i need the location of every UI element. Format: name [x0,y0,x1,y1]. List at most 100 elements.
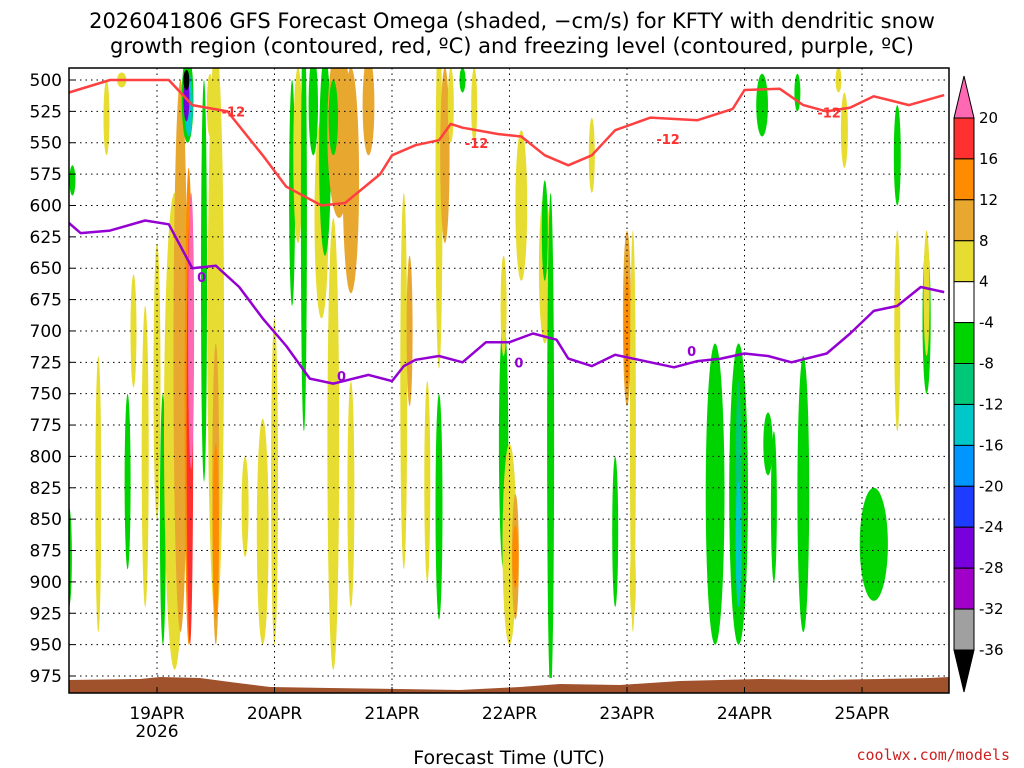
colorbar-segment [953,322,975,365]
x-tick-label: 23APR [599,704,655,724]
omega-shading-region [435,393,443,620]
omega-shading-region [124,393,131,570]
omega-shading-region [629,544,636,620]
x-tick-label: 25APR [834,704,890,724]
y-tick-label: 625 [30,228,62,248]
colorbar-segment [953,117,975,160]
colorbar-segment [953,444,975,487]
omega-shading-region [512,525,519,589]
dgz-contour-line [69,78,945,207]
colorbar-label: -20 [979,477,1004,495]
omega-shading-region [347,381,355,607]
omega-shading-region [624,274,630,388]
y-tick-label: 900 [30,573,62,593]
omega-shading-region [424,381,431,582]
x-tick-label: 20APR [247,704,303,724]
y-tick-label: 600 [30,197,62,217]
colorbar-bottom-arrow [953,649,975,693]
chart-title-line2: growth region (contoured, red, ºC) and f… [110,34,914,58]
omega-shading-region [770,431,777,582]
omega-shading-region [241,456,249,557]
omega-shading-region [256,418,269,645]
colorbar-top-arrow [953,75,975,119]
colorbar-label: -32 [979,600,1004,618]
omega-shading-region [471,68,478,143]
omega-shading-region [342,68,360,294]
y-tick-label: 725 [30,353,62,373]
y-tick-label: 500 [30,71,62,91]
omega-shading-region [212,443,219,620]
colorbar-segment [953,567,975,610]
y-tick-label: 550 [30,134,62,154]
colorbar-label: -8 [979,355,994,373]
dgz-contour-label: -12 [222,105,246,120]
x-axis-label: Forecast Time (UTC) [413,747,604,768]
colorbar-label: 4 [979,273,989,291]
omega-shading-region [300,68,307,432]
freezing-contour-label: 0 [687,345,696,360]
omega-shading [69,68,931,693]
omega-shading-region [440,68,450,244]
omega-shading-region [500,255,507,357]
colorbar-segment [953,199,975,242]
omega-shading-region [923,230,930,356]
x-tick-label: 24APR [717,704,773,724]
omega-shading-region [459,68,466,93]
freezing-contour-label: 0 [337,370,346,385]
omega-shading-region [893,105,901,206]
omega-shading-region [894,230,901,432]
y-axis-ticks: 500 525 550 575 600 625 650 675 700 725 750 775 800 8… [30,71,75,687]
omega-shading-region [835,68,842,93]
y-tick-label: 750 [30,385,62,405]
omega-shading-region [327,218,340,670]
y-tick-label: 525 [30,102,62,122]
omega-shading-region [400,192,408,570]
omega-shading-region [612,456,619,607]
colorbar: 20 16 12 8 4 -4 -8 -12 -16 -20 -24 -28 -32 -36 [953,75,1004,693]
colorbar-label: 12 [979,191,998,209]
colorbar-label: -16 [979,436,1004,454]
y-tick-label: 700 [30,322,62,342]
y-tick-label: 775 [30,416,62,436]
omega-shading-region [756,73,768,137]
y-tick-label: 825 [30,479,62,499]
x-axis-ticks: 19APR 20APR 21APR 22APR 23APR 24APR 25APR [129,687,890,724]
y-tick-label: 650 [30,259,62,279]
x-axis-year: 2026 [135,722,178,742]
colorbar-segment [953,608,975,651]
omega-shading-region [95,356,102,633]
omega-shading-region [541,180,548,281]
omega-shading-region [705,343,725,645]
freezing-level-contour-line [69,219,945,385]
colorbar-segment [953,363,975,405]
omega-shading-region [103,80,110,156]
y-tick-label: 925 [30,604,62,624]
omega-shading-region [201,79,207,482]
colorbar-segment [953,404,975,446]
x-tick-label: 19APR [129,704,185,724]
y-tick-label: 850 [30,510,62,530]
omega-shading-region [183,70,190,90]
y-tick-label: 975 [30,667,62,687]
omega-shading-region [153,243,161,520]
omega-shading-region [206,73,213,137]
dgz-contour-label: -12 [465,137,489,152]
colorbar-segment [953,240,975,283]
gridlines [69,68,949,693]
omega-shading-region [735,481,742,607]
colorbar-label: -28 [979,559,1004,577]
dgz-contour-label: -12 [817,107,841,122]
colorbar-segment [953,485,975,528]
x-tick-label: 21APR [364,704,420,724]
credit-link[interactable]: coolwx.com/models [856,746,1010,764]
freezing-contour-label: 0 [514,356,523,371]
y-tick-label: 950 [30,636,62,656]
omega-shading-region [406,255,413,407]
colorbar-label: -36 [979,641,1004,659]
omega-shading-region [797,356,810,633]
colorbar-segment [953,158,975,201]
y-tick-label: 575 [30,165,62,185]
plot-area: -12 -12 -12 -12 0 0 0 0 [69,68,949,693]
omega-shading-region [69,165,76,196]
